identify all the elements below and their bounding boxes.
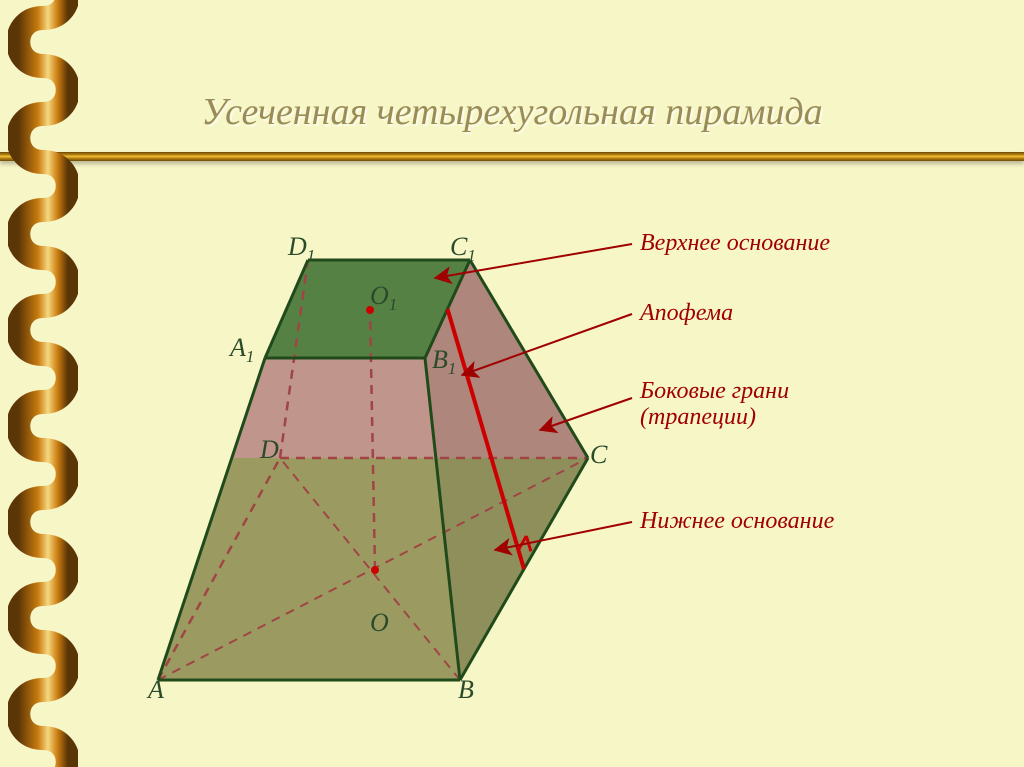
vertex-label-D: D [260, 435, 279, 465]
vertex-label-C1: C1 [450, 232, 476, 266]
anno-bottom-base: Нижнее основание [640, 508, 834, 535]
vertex-label-B: B [458, 675, 474, 705]
frustum-diagram [0, 0, 1024, 767]
vertex-label-B1: B1 [432, 345, 456, 379]
vertex-label-A1: A1 [230, 333, 254, 367]
vertex-label-O: O [370, 608, 389, 638]
vertex-label-O1: O1 [370, 281, 397, 315]
vertex-label-D1: D1 [288, 232, 315, 266]
vertex-label-C: C [590, 440, 607, 470]
anno-top-base: Верхнее основание [640, 230, 830, 257]
vertex-label-A: A [148, 675, 164, 705]
anno-lateral-2: (трапеции) [640, 404, 756, 431]
anno-apothem: Апофема [640, 300, 733, 327]
anno-lateral-1: Боковые грани [640, 378, 789, 405]
